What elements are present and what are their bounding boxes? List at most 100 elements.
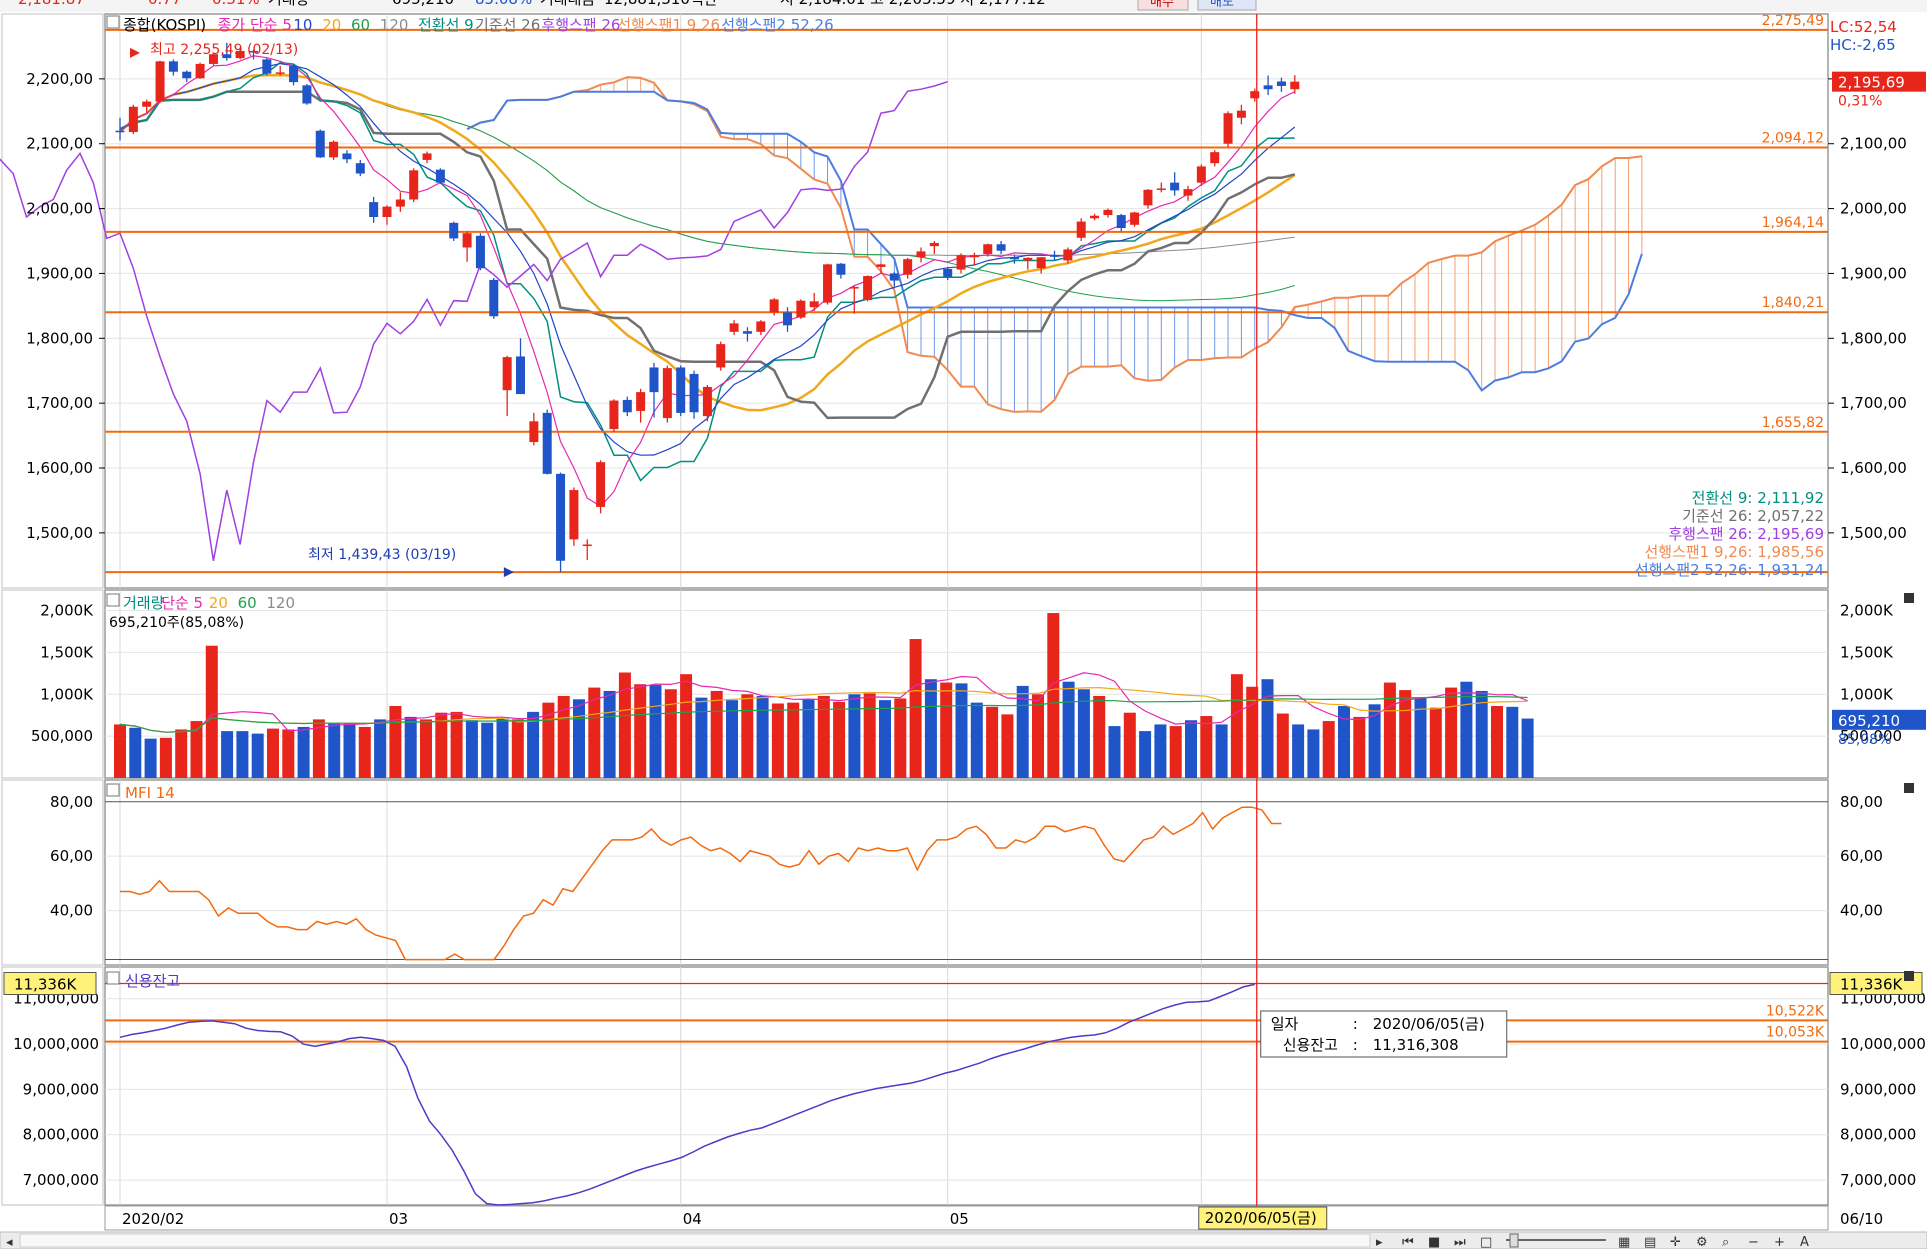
settings-icon[interactable]: ⚙ [1696,1235,1708,1249]
volume-bar [435,712,448,778]
sell-button[interactable]: 매도 [1197,0,1257,11]
candle [435,168,445,184]
volume-legend-item: 20 [209,594,228,612]
top-bar: 2,181.87 0.77 0.31% 거래량 695,210 85.08% 거… [0,0,1927,12]
volume-bar [863,693,876,778]
hc-label: HC:-2,65 [1830,36,1896,54]
mfi-line [120,806,1282,961]
volume-bar [1123,712,1136,778]
candle [1276,77,1286,92]
mfi-series-line [120,806,1282,961]
volume-bar [1445,687,1458,778]
magnify-icon[interactable]: ⌕ [1722,1235,1729,1249]
zoom-in-icon[interactable]: + [1774,1235,1785,1249]
zoom-out-icon-glyph: − [1748,1235,1759,1249]
x-axis: 2020/02 03 04 05 06/10 [104,1205,1883,1231]
tooltip-value-value: 11,316,308 [1373,1036,1459,1054]
volume-bar [1093,695,1106,778]
crosshair-icon-glyph: ✛ [1670,1235,1681,1249]
candle-body [182,71,192,79]
candle [1196,164,1206,186]
candle [289,63,299,86]
candle-body [1130,212,1140,225]
leading-span-1-line [466,76,1643,413]
volume-bar [251,733,264,778]
price-y-tick-left: 1,700,00 [26,394,93,412]
x-axis-frame [104,1205,1829,1231]
candle-body [943,268,953,277]
volume-bar [404,716,417,778]
candle-body [1196,166,1206,183]
candle [729,320,739,336]
volume-bar [1353,716,1366,778]
buy-button[interactable]: 매수 [1137,0,1189,11]
candle [742,327,752,342]
candle [983,243,993,257]
candle [1103,208,1113,218]
volume-y-tick-right: 1,000K [1840,685,1894,703]
candle [676,365,686,417]
mfi-y-axis: 40,00 40,00 60,00 60,00 80,00 80,00 [50,783,1914,920]
candle-body [783,312,792,326]
candle-body [1183,189,1193,196]
candle-body [622,399,632,413]
font-size-icon[interactable]: A [1800,1235,1809,1249]
top-change: 0.77 [148,0,181,8]
candle-body [1063,249,1073,261]
first-icon[interactable]: ⏮ [1402,1235,1414,1249]
candle-body [1116,215,1126,229]
top-price: 2,181.87 [18,0,85,8]
candle-body [222,54,232,59]
volume-bar [1001,714,1014,778]
candle-body [502,357,512,391]
credit-y-tick-right: 8,000,000 [1840,1126,1916,1144]
volume-bar [358,726,371,778]
tooltip-box [1260,1010,1508,1058]
volume-bar [450,711,463,778]
mfi-y-tick-right: 80,00 [1840,793,1883,811]
credit-minimize-icon [1904,971,1914,981]
credit-y-tick-left: 8,000,000 [23,1126,99,1144]
top-volume-value: 695,210 [392,0,454,8]
zoom-slider[interactable] [1506,1233,1606,1248]
price-legend-item: 기준선 26 [475,16,540,34]
scroll-right-icon[interactable]: ▸ [1376,1235,1383,1249]
volume-bar [1521,718,1534,778]
price-y-tick-left: 1,900,00 [26,264,93,282]
candle-body [556,473,566,561]
volume-y-tick-left: 500,000 [31,727,93,745]
lagging-span-line [0,80,948,561]
price-y-tick-right: 1,900,00 [1840,264,1907,282]
crosshair-icon[interactable]: ✛ [1670,1235,1681,1249]
volume-legend-toggle [106,593,120,607]
credit-y-axis: 7,000,000 7,000,000 8,000,000 8,000,000 9,00… [3,971,1926,1189]
volume-bar [955,683,968,778]
prev-icon[interactable]: ■ [1428,1235,1440,1249]
credit-series-line [119,983,1255,1206]
grid-icon-glyph: ▤ [1644,1235,1656,1249]
compare-icon[interactable]: ▦ [1618,1235,1630,1249]
panel-frames [0,12,1927,1249]
candle [756,320,766,336]
volume-bar [1322,721,1335,778]
zoom-out-icon[interactable]: − [1748,1235,1759,1249]
candle-body [1036,257,1046,269]
stop-icon[interactable]: ⏭ [1454,1235,1466,1249]
volume-bar [129,727,142,778]
grid-icon[interactable]: ▤ [1644,1235,1656,1249]
indicator-value: 선행스팬1 9,26: 1,985,56 [1644,543,1824,561]
mfi-y-tick-right: 40,00 [1840,902,1883,920]
font-size-icon-glyph: A [1800,1235,1809,1249]
price-legend-item: 60 [351,16,370,34]
next-icon[interactable]: □ [1480,1235,1492,1249]
credit-y-tick-right: 10,000,000 [1840,1035,1926,1053]
candle [1036,257,1046,274]
candle-body [208,54,218,64]
candle [195,62,205,79]
candle-body [1236,110,1246,118]
candle-body [342,153,352,160]
candle-body [863,276,873,301]
candle [609,399,619,433]
price-legend-item: 선행스팬1 9,26 [617,16,720,34]
volume-bar [175,729,188,778]
